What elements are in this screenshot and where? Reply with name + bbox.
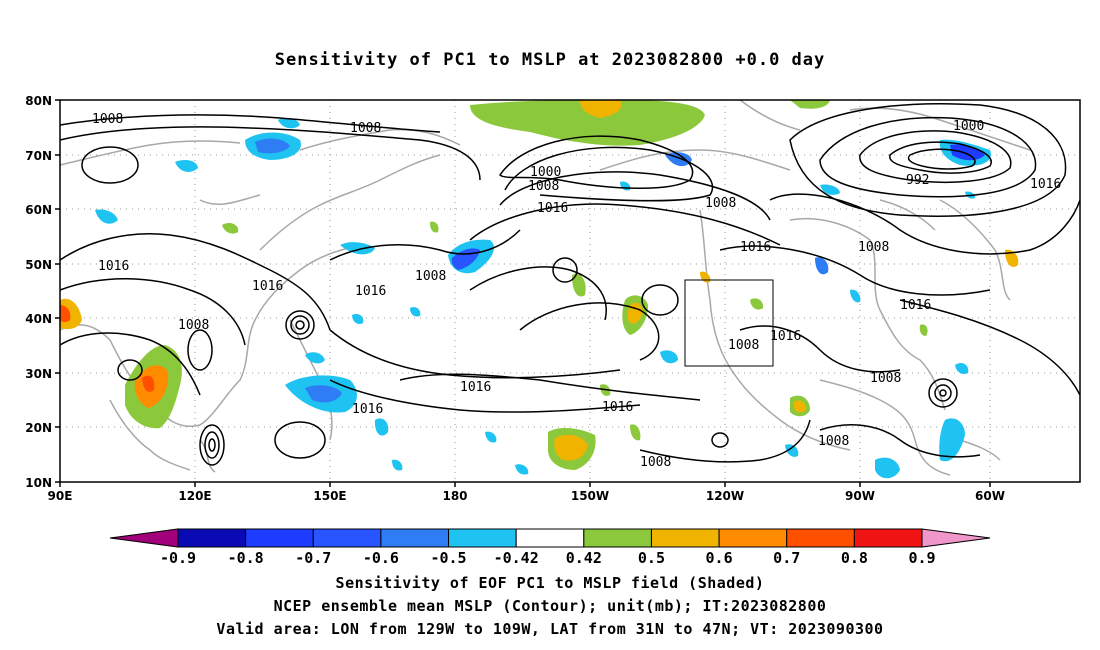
colorbar-label: 0.42	[566, 549, 602, 567]
colorbar-label: -0.9	[160, 549, 196, 567]
lat-label: 50N	[25, 258, 52, 272]
colorbar-label: -0.5	[430, 549, 466, 567]
coastlines	[59, 99, 1031, 476]
contour-label: 1000	[953, 119, 984, 134]
lon-label: 180	[442, 489, 467, 503]
contour-label: 1016	[740, 240, 771, 255]
plot-frame	[59, 99, 1081, 483]
contour-label: 1016	[352, 402, 383, 417]
colorbar-label: 0.6	[706, 549, 733, 567]
contour-label: 1008	[858, 240, 889, 255]
colorbar-label: 0.8	[841, 549, 868, 567]
colorbar-triangle-high	[921, 528, 991, 548]
lon-label: 150E	[313, 489, 346, 503]
contour-label: 992	[906, 173, 929, 188]
colorbar-swatch	[380, 528, 450, 548]
contour-label: 1008	[350, 121, 381, 136]
lon-label: 60W	[975, 489, 1005, 503]
lat-label: 60N	[25, 203, 52, 217]
lon-label: 150W	[571, 489, 609, 503]
colorbar-swatch	[177, 528, 247, 548]
contour-label: 1016	[602, 400, 633, 415]
lat-label: 80N	[25, 94, 52, 108]
contour-label: 1016	[355, 284, 386, 299]
colorbar-swatch	[718, 528, 788, 548]
colorbar-swatch	[448, 528, 517, 548]
colorbar-swatch	[312, 528, 382, 548]
colorbar-swatch	[786, 528, 855, 548]
colorbar-label: 0.7	[773, 549, 800, 567]
contour-label: 1016	[537, 201, 568, 216]
colorbar-label: -0.7	[295, 549, 331, 567]
lat-label: 20N	[25, 421, 52, 435]
contour-label: 1016	[460, 380, 491, 395]
contour-label: 1008	[92, 112, 123, 127]
contour-label: 1008	[415, 269, 446, 284]
caption-line-1: Sensitivity of EOF PC1 to MSLP field (Sh…	[335, 574, 765, 592]
mslp-contours	[59, 103, 1081, 466]
grid-lines	[60, 100, 1080, 482]
lon-label: 90E	[48, 489, 73, 503]
contour-label: 1016	[98, 259, 129, 274]
lon-label: 90W	[845, 489, 875, 503]
colorbar-label: -0.42	[494, 549, 539, 567]
tick-marks	[55, 99, 991, 487]
lat-label: 30N	[25, 367, 52, 381]
contour-label: 1016	[900, 298, 931, 313]
contour-label: 1008	[818, 434, 849, 449]
contour-label: 1008	[640, 455, 671, 470]
latitude-labels: 80N 70N 60N 50N 40N 30N 20N 10N	[25, 94, 52, 490]
caption-line-2: NCEP ensemble mean MSLP (Contour); unit(…	[273, 597, 827, 615]
contour-label: 1008	[728, 338, 759, 353]
lat-label: 70N	[25, 149, 52, 163]
lat-label: 10N	[25, 476, 52, 490]
contour-label: 1016	[1030, 177, 1061, 192]
plot-area: 1008 1008 1000 1008 1016 1008 1000 992 1…	[55, 99, 1081, 487]
lat-label: 40N	[25, 312, 52, 326]
caption-line-3: Valid area: LON from 129W to 109W, LAT f…	[216, 620, 884, 638]
colorbar-swatch	[853, 528, 923, 548]
lon-label: 120W	[706, 489, 744, 503]
colorbar-swatch	[515, 528, 585, 548]
contour-label: 1016	[770, 329, 801, 344]
contour-labels: 1008 1008 1000 1008 1016 1008 1000 992 1…	[92, 112, 1061, 470]
colorbar-label: 0.5	[638, 549, 665, 567]
colorbar-swatch	[650, 528, 720, 548]
lon-label: 120E	[178, 489, 211, 503]
longitude-labels: 90E 120E 150E 180 150W 120W 90W 60W	[48, 489, 1005, 503]
contour-label: 1008	[178, 318, 209, 333]
colorbar-swatch	[583, 528, 652, 548]
contour-label: 1008	[705, 196, 736, 211]
colorbar-triangle-low	[109, 528, 179, 548]
contour-label: 1008	[870, 371, 901, 386]
colorbar-label: 0.9	[908, 549, 935, 567]
colorbar-swatch	[245, 528, 314, 548]
contour-label: 1000	[530, 165, 561, 180]
valid-area-box	[684, 279, 774, 367]
map-title: Sensitivity of PC1 to MSLP at 2023082800…	[274, 50, 826, 70]
contour-label: 1008	[528, 179, 559, 194]
colorbar-label: -0.6	[363, 549, 399, 567]
contour-label: 1016	[252, 279, 283, 294]
colorbar: -0.9 -0.8 -0.7 -0.6 -0.5 -0.42 0.42 0.5 0.6 0.7 0.…	[109, 528, 991, 567]
colorbar-label: -0.8	[228, 549, 264, 567]
